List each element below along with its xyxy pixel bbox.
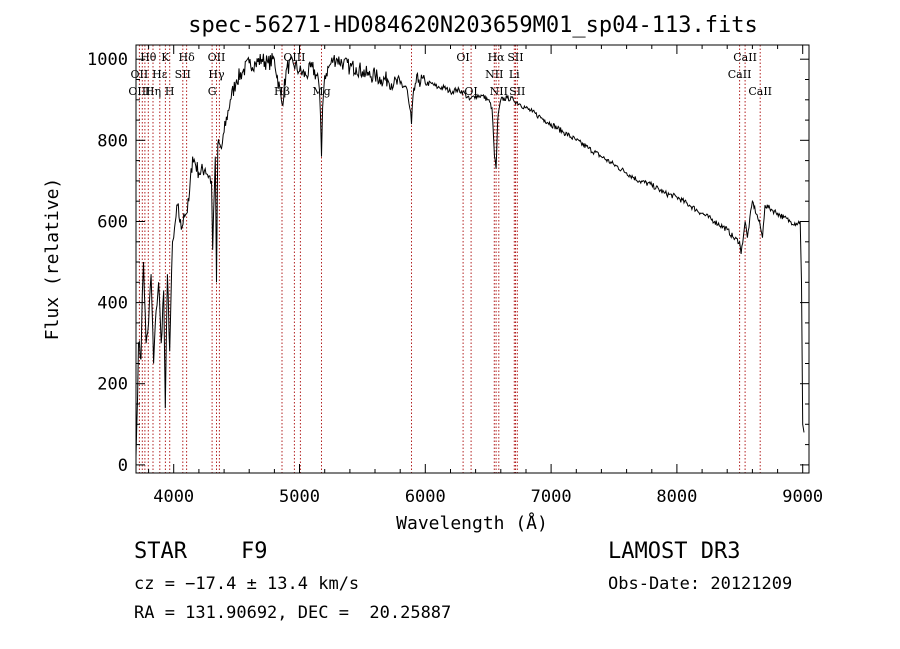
x-tick-label: 4000 <box>153 487 194 507</box>
y-axis: 0 200 400 600 800 1000 <box>87 50 809 476</box>
object-subclass: F9 <box>241 539 268 564</box>
spectral-line-label: H <box>165 85 175 98</box>
y-tick-label: 600 <box>97 213 128 233</box>
spectral-line-label: Hθ <box>140 51 157 64</box>
x-tick-label: 5000 <box>279 487 320 507</box>
spectral-line-label: OIII <box>283 51 305 64</box>
spectral-line-label: CaII <box>748 85 772 98</box>
spectral-line-label: Hγ <box>208 68 225 81</box>
spectral-line-label: OII <box>131 68 149 81</box>
spectral-line-label: Mg <box>312 85 330 98</box>
y-tick-label: 800 <box>97 131 128 151</box>
plot-frame <box>135 44 810 474</box>
spectral-line-label: SII <box>175 68 191 81</box>
chart-title: spec-56271-HD084620N203659M01_sp04-113.f… <box>188 13 758 38</box>
redshift-line: cz = −17.4 ± 13.4 km/s <box>134 574 360 594</box>
obs-date-line: Obs-Date: 20121209 <box>608 574 793 594</box>
spectral-line-markers <box>138 45 761 473</box>
series-layer <box>135 53 805 457</box>
spectral-line-label: CaII <box>733 51 757 64</box>
spectral-line-label: NII <box>485 68 503 81</box>
spectral-line-label: G <box>208 85 217 98</box>
survey-name: LAMOST DR3 <box>608 539 741 564</box>
spectrum-line <box>135 53 805 457</box>
spectral-line-label: OI <box>464 85 477 98</box>
x-axis-label: Wavelength (Å) <box>396 512 548 534</box>
spectral-line-label: K <box>161 51 170 64</box>
spectral-line-label: OII <box>208 51 226 64</box>
y-axis-label: Flux (relative) <box>42 178 63 341</box>
object-class: STAR <box>134 539 187 564</box>
spectral-line-label: SII <box>509 85 525 98</box>
spectral-line-label: Hα <box>488 51 506 64</box>
spectral-line-label: SII <box>507 51 523 64</box>
x-tick-label: 9000 <box>782 487 823 507</box>
y-tick-label: 400 <box>97 294 128 314</box>
y-tick-label: 1000 <box>87 50 128 70</box>
x-tick-label: 8000 <box>656 487 697 507</box>
spectral-line-label: NII <box>490 85 508 98</box>
y-tick-label: 200 <box>97 375 128 395</box>
coordinates-line: RA = 131.90692, DEC = 20.25887 <box>134 603 452 623</box>
spectral-line-label: Hδ <box>178 51 195 64</box>
x-tick-label: 6000 <box>405 487 446 507</box>
spectral-line-label: Li <box>509 68 520 81</box>
spectral-line-label: CaII <box>728 68 752 81</box>
spectral-line-label: Hη <box>145 85 161 98</box>
spectral-line-label: OIII <box>128 85 150 98</box>
spectral-line-label: Hβ <box>274 85 290 98</box>
spectral-line-label: Hε <box>152 68 168 81</box>
x-tick-label: 7000 <box>531 487 572 507</box>
spectral-line-label: OI <box>456 51 469 64</box>
y-tick-label: 0 <box>118 456 128 476</box>
x-axis: 4000 5000 6000 7000 8000 9000 <box>148 45 823 507</box>
